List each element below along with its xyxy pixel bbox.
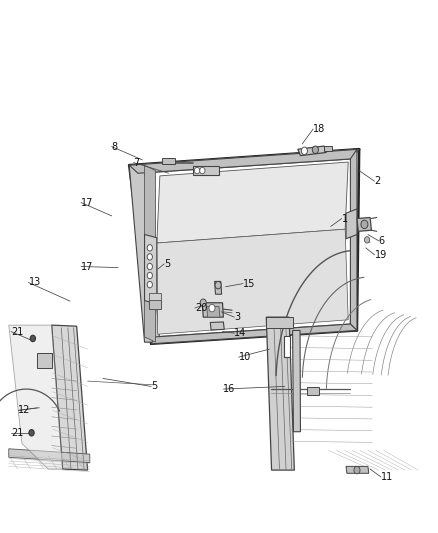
FancyBboxPatch shape: [149, 300, 161, 309]
Polygon shape: [129, 165, 160, 342]
Polygon shape: [346, 209, 357, 239]
Circle shape: [364, 237, 370, 243]
Text: 3: 3: [234, 312, 240, 322]
Polygon shape: [266, 317, 293, 328]
Polygon shape: [151, 324, 357, 344]
Text: 18: 18: [313, 124, 325, 134]
Polygon shape: [145, 165, 155, 342]
Polygon shape: [215, 281, 222, 294]
Text: 8: 8: [112, 142, 118, 151]
Circle shape: [147, 263, 152, 270]
Circle shape: [200, 299, 206, 306]
Polygon shape: [350, 149, 357, 330]
Text: 19: 19: [374, 250, 387, 260]
Polygon shape: [129, 149, 359, 173]
Polygon shape: [9, 449, 90, 463]
Polygon shape: [37, 353, 52, 368]
Circle shape: [301, 147, 307, 155]
Circle shape: [312, 146, 318, 154]
Text: 2: 2: [374, 176, 381, 186]
Circle shape: [215, 281, 221, 289]
Circle shape: [147, 245, 152, 251]
Polygon shape: [202, 303, 223, 317]
Polygon shape: [157, 162, 348, 243]
FancyBboxPatch shape: [324, 146, 332, 151]
FancyBboxPatch shape: [284, 336, 290, 357]
Text: 17: 17: [81, 262, 93, 271]
Text: 20: 20: [195, 303, 207, 313]
Text: 14: 14: [234, 328, 247, 338]
Polygon shape: [207, 306, 220, 317]
Text: 13: 13: [28, 278, 41, 287]
Circle shape: [147, 254, 152, 260]
Circle shape: [361, 220, 368, 229]
Circle shape: [29, 430, 34, 436]
Text: 1: 1: [342, 214, 348, 223]
Text: 6: 6: [379, 236, 385, 246]
Text: 5: 5: [164, 259, 170, 269]
Polygon shape: [298, 146, 326, 156]
Text: 7: 7: [134, 158, 140, 167]
Polygon shape: [157, 229, 348, 334]
Polygon shape: [346, 466, 369, 473]
Circle shape: [147, 272, 152, 279]
Text: 12: 12: [18, 406, 31, 415]
Text: 5: 5: [151, 382, 157, 391]
Circle shape: [194, 167, 200, 174]
Circle shape: [147, 281, 152, 288]
Circle shape: [30, 335, 35, 342]
Text: 15: 15: [243, 279, 255, 288]
Circle shape: [209, 304, 215, 312]
Text: 21: 21: [11, 327, 23, 336]
FancyBboxPatch shape: [193, 166, 219, 175]
Circle shape: [200, 167, 205, 174]
FancyBboxPatch shape: [307, 387, 319, 395]
Polygon shape: [293, 330, 300, 432]
FancyBboxPatch shape: [149, 293, 161, 300]
Polygon shape: [266, 317, 294, 470]
Polygon shape: [357, 217, 371, 231]
FancyBboxPatch shape: [162, 158, 175, 164]
Polygon shape: [145, 235, 157, 304]
Circle shape: [354, 466, 360, 474]
Text: 10: 10: [239, 352, 251, 362]
Text: 21: 21: [11, 428, 23, 438]
Text: 16: 16: [223, 384, 236, 394]
Polygon shape: [210, 322, 224, 330]
Polygon shape: [52, 325, 88, 470]
Text: 11: 11: [381, 472, 393, 482]
Polygon shape: [9, 325, 63, 469]
Text: 17: 17: [81, 198, 93, 207]
